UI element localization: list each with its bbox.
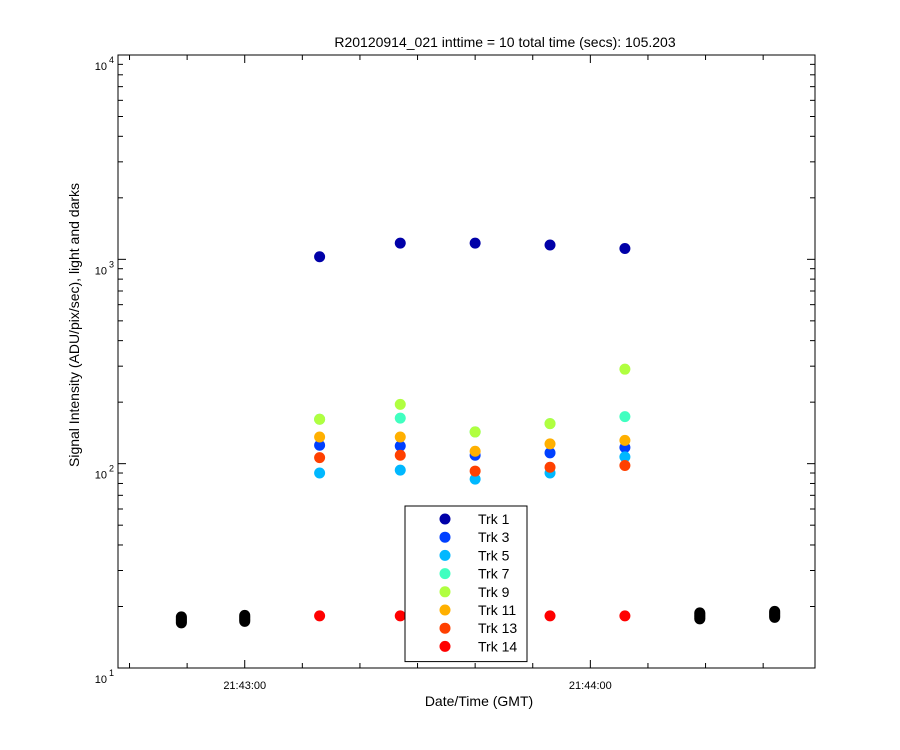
data-point (619, 459, 631, 471)
y-tick-label-exponent: 1 (109, 668, 114, 678)
data-point (469, 465, 481, 477)
chart-title: R20120914_021 inttime = 10 total time (s… (334, 34, 675, 50)
data-point (394, 412, 406, 424)
x-axis-label: Date/Time (GMT) (425, 693, 533, 709)
data-point (314, 452, 326, 464)
data-point (394, 440, 406, 452)
legend-marker (439, 640, 451, 652)
dark-point (769, 611, 781, 623)
legend-label: Trk 14 (478, 638, 517, 654)
data-point (544, 239, 556, 251)
data-point (314, 467, 326, 479)
legend-marker (439, 604, 451, 616)
legend: Trk 1 Trk 3 Trk 5 Trk 7 Trk 9 Trk 11 Trk 13 Trk… (404, 505, 528, 663)
x-tick-label: 21:43:00 (223, 680, 266, 692)
data-point (469, 426, 481, 438)
legend-label: Trk 1 (478, 511, 510, 527)
legend-marker (439, 513, 451, 525)
data-point (314, 439, 326, 451)
legend-marker (439, 531, 451, 543)
y-axis-label: Signal Intensity (ADU/pix/sec), light an… (66, 183, 82, 467)
data-points (175, 237, 781, 629)
dark-point (175, 617, 187, 629)
legend-label: Trk 7 (478, 566, 510, 582)
dark-point (239, 615, 251, 627)
y-tick-label: 10 (95, 265, 107, 277)
data-point (469, 237, 481, 249)
x-tick-label: 21:44:00 (569, 680, 612, 692)
data-point (619, 363, 631, 375)
legend-label: Trk 3 (478, 529, 510, 545)
data-point (469, 473, 481, 485)
dark-point (694, 613, 706, 625)
data-point (619, 451, 631, 463)
y-tick-label: 10 (95, 61, 107, 73)
data-point (619, 411, 631, 423)
data-point (314, 431, 326, 443)
y-tick-label-exponent: 4 (109, 55, 114, 65)
data-point (544, 461, 556, 473)
legend-label: Trk 5 (478, 547, 510, 563)
data-point (394, 610, 406, 622)
data-point (394, 431, 406, 443)
legend-marker (439, 549, 451, 561)
legend-label: Trk 9 (478, 584, 510, 600)
legend-marker (439, 568, 451, 580)
data-point (619, 242, 631, 254)
data-point (544, 447, 556, 459)
data-point (394, 449, 406, 461)
legend-label: Trk 11 (478, 602, 516, 618)
y-tick-label-exponent: 2 (109, 464, 114, 474)
data-point (314, 610, 326, 622)
y-tick-label: 10 (95, 470, 107, 482)
legend-marker (439, 622, 451, 634)
x-axis-ticks: 21:43:00 21:44:00 (129, 55, 764, 692)
data-point (544, 438, 556, 450)
data-point (394, 398, 406, 410)
data-point (314, 251, 326, 263)
y-tick-label: 10 (95, 674, 107, 686)
data-point (394, 464, 406, 476)
data-point (544, 610, 556, 622)
data-point (314, 413, 326, 425)
data-point (619, 434, 631, 446)
data-point (469, 445, 481, 457)
legend-box (404, 505, 528, 663)
data-point (619, 610, 631, 622)
legend-marker (439, 586, 451, 598)
data-point (394, 237, 406, 249)
legend-label: Trk 13 (478, 620, 517, 636)
data-point (544, 418, 556, 430)
y-tick-label-exponent: 3 (109, 259, 114, 269)
